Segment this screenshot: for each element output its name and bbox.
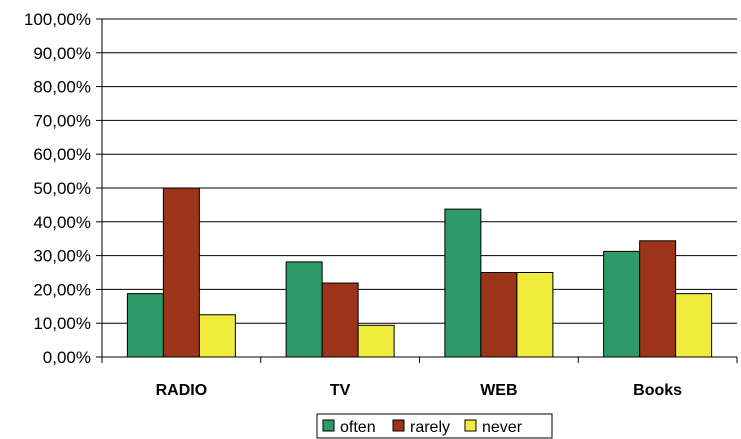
y-tick-label: 20,00% bbox=[33, 280, 91, 299]
y-tick-label: 10,00% bbox=[33, 314, 91, 333]
x-tick-label: TV bbox=[330, 382, 351, 399]
y-tick-label: 40,00% bbox=[33, 213, 91, 232]
bar-often-radio bbox=[126, 293, 164, 358]
y-tick-label: 60,00% bbox=[33, 145, 91, 164]
bar-rarely-books bbox=[639, 240, 677, 358]
y-axis-labels: 0,00% 10,00% 20,00% 30,00% 40,00% 50,00% 60,00… bbox=[24, 10, 91, 367]
bar-often-books bbox=[603, 250, 641, 358]
legend-swatch-rarely bbox=[392, 419, 405, 432]
legend-swatch-often bbox=[322, 419, 335, 432]
legend-label-never: never bbox=[482, 419, 523, 436]
gridlines bbox=[102, 18, 737, 324]
y-tick-label: 100,00% bbox=[24, 10, 91, 29]
y-tick-label: 70,00% bbox=[33, 111, 91, 130]
x-axis-labels: RADIO TV WEB Books bbox=[156, 382, 683, 399]
bar-never-tv bbox=[357, 324, 395, 358]
y-tick-label: 80,00% bbox=[33, 78, 91, 97]
legend-label-often: often bbox=[340, 419, 376, 436]
bar-never-web bbox=[516, 272, 554, 358]
x-tick-label: RADIO bbox=[156, 382, 208, 399]
bar-rarely-radio bbox=[162, 187, 200, 358]
legend: often rarely never bbox=[316, 413, 553, 439]
legend-box bbox=[316, 413, 553, 439]
bar-never-books bbox=[675, 293, 713, 358]
bars bbox=[126, 187, 713, 358]
y-tick-label: 90,00% bbox=[33, 44, 91, 63]
x-tick-label: WEB bbox=[480, 382, 517, 399]
bar-never-radio bbox=[198, 314, 236, 358]
y-tick-label: 50,00% bbox=[33, 179, 91, 198]
x-tick-label: Books bbox=[633, 382, 682, 399]
legend-swatch-never bbox=[464, 419, 477, 432]
bar-rarely-web bbox=[480, 272, 518, 358]
legend-label-rarely: rarely bbox=[410, 419, 450, 436]
bar-rarely-tv bbox=[321, 282, 359, 358]
bar-often-web bbox=[444, 208, 482, 358]
y-tick-label: 0,00% bbox=[43, 348, 91, 367]
y-tick-label: 30,00% bbox=[33, 247, 91, 266]
axes bbox=[96, 18, 738, 363]
bar-often-tv bbox=[285, 261, 323, 358]
